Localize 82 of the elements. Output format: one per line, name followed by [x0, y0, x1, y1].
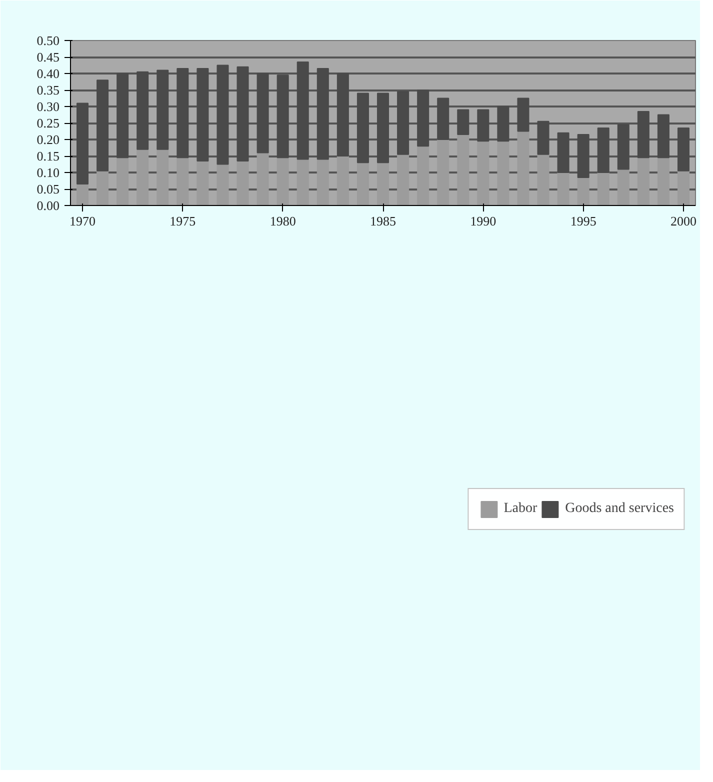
bar: [477, 140, 490, 206]
bar: [437, 139, 450, 206]
x-tick-label: 1980: [270, 214, 296, 228]
x-tick-label: 1970: [70, 214, 96, 228]
bar: [457, 109, 470, 136]
bar: [356, 162, 369, 206]
bar: [617, 124, 630, 170]
y-tick-label: 0.10: [36, 165, 60, 180]
bar: [76, 184, 89, 206]
x-tick-label: 1990: [470, 214, 496, 228]
bar: [76, 102, 89, 185]
bar: [597, 127, 610, 173]
bar: [296, 158, 309, 206]
y-tick-label: 0.20: [36, 132, 60, 147]
bar: [156, 70, 169, 150]
bar: [657, 114, 670, 158]
bar: [296, 61, 309, 160]
bar: [397, 154, 410, 206]
bar: [657, 157, 670, 206]
y-tick-label: 0.15: [36, 148, 60, 164]
x-tick-label: 2000: [670, 214, 696, 228]
bar: [637, 157, 650, 206]
bar: [397, 91, 410, 155]
bar: [557, 172, 570, 206]
bar: [517, 98, 530, 132]
bar: [537, 154, 550, 206]
bar: [276, 74, 289, 158]
bar: [336, 156, 349, 206]
legend-label: Goods and services: [565, 501, 674, 517]
bar: [316, 158, 329, 206]
bar: [216, 64, 229, 165]
bar: [316, 68, 329, 160]
bar: [136, 148, 149, 206]
bar: [437, 98, 450, 140]
bar: [116, 157, 129, 206]
bar: [196, 68, 209, 162]
y-tick-label: 0.40: [36, 66, 60, 81]
bar: [477, 109, 490, 142]
y-tick-label: 0.50: [36, 33, 60, 48]
bar: [96, 170, 109, 206]
x-tick-label: 1975: [170, 214, 196, 228]
x-tick-label: 1995: [570, 214, 596, 228]
bar: [256, 152, 269, 206]
bar: [256, 73, 269, 154]
bar: [577, 134, 590, 178]
y-tick-label: 0.25: [36, 116, 60, 130]
x-tick-label: 1985: [370, 214, 396, 228]
bar: [617, 168, 630, 206]
bar: [557, 132, 570, 173]
bar: [376, 162, 390, 206]
bar: [196, 160, 209, 206]
bar: [116, 73, 129, 158]
y-tick-label: 0.35: [36, 82, 60, 98]
y-tick-label: 0.05: [36, 182, 60, 196]
y-tick-label: 0.00: [36, 198, 60, 213]
bar: [376, 92, 390, 164]
bar: [356, 92, 369, 164]
bar: [457, 134, 470, 206]
legend-label: Labor: [504, 501, 538, 517]
bar: [136, 71, 149, 150]
bar: [276, 157, 289, 206]
bar: [677, 170, 690, 206]
bar: [336, 73, 349, 156]
bar: [637, 110, 650, 158]
bar: [176, 157, 189, 206]
bar: [417, 90, 430, 147]
bar: [236, 66, 249, 162]
y-tick-label: 0.30: [36, 99, 60, 114]
bar: [417, 146, 430, 206]
bar: [597, 172, 610, 206]
bar: [156, 148, 169, 206]
y-tick-label: 0.45: [36, 50, 60, 64]
bar: [677, 127, 690, 172]
bar: [537, 120, 550, 155]
bar: [517, 130, 530, 206]
bar: [216, 164, 229, 206]
bar: [176, 68, 189, 158]
bar: [96, 80, 109, 172]
bar: [577, 176, 590, 206]
bar: [497, 140, 510, 206]
bar: [497, 106, 510, 142]
bar: [236, 160, 249, 206]
